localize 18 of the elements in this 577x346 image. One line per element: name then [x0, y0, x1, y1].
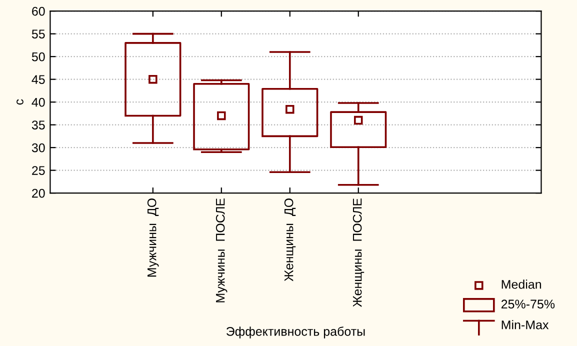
y-tick-label: 35: [32, 120, 45, 130]
y-tick-label: 45: [32, 75, 45, 84]
y-tick-label: 55: [32, 30, 45, 38]
x-tick-label: Мужчины ДО: [147, 198, 159, 277]
x-tick-label: Мужчины ПОСЛЕ: [216, 198, 228, 302]
y-tick-label: 30: [32, 143, 45, 152]
x-tick-label: Женщины ДО: [284, 198, 296, 282]
text: Median: [502, 280, 542, 289]
y-tick-label: 25: [32, 166, 45, 175]
y-axis-title: c: [16, 99, 24, 105]
y-tick-label: 50: [32, 52, 45, 62]
text: 25%-75%: [501, 300, 555, 309]
y-tick-label: 60: [32, 6, 45, 16]
x-tick-label: Женщины ПОСЛЕ: [352, 198, 364, 307]
y-tick-label: 20: [32, 188, 45, 198]
text: Min-Max: [502, 320, 549, 330]
x-axis-title: Эффективность работы: [226, 326, 365, 338]
y-tick-label: 40: [32, 98, 45, 107]
